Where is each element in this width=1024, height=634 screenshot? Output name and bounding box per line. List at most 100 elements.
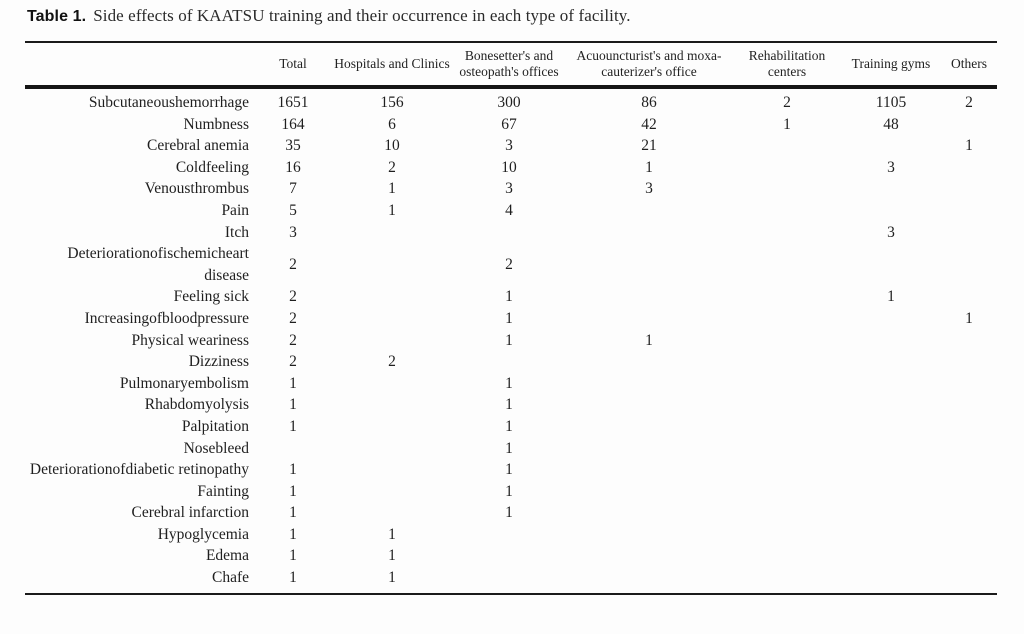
cell-value: 164	[281, 115, 305, 133]
cell-value	[733, 373, 841, 395]
cell-value	[565, 545, 733, 567]
cell-value	[941, 243, 997, 286]
row-label: Subcutaneoushemorrhage	[88, 94, 249, 111]
cell-value: 3	[887, 223, 895, 241]
cell-value: 7	[289, 180, 297, 198]
cell-value: 3	[505, 180, 513, 198]
cell-value	[733, 243, 841, 286]
table-row: Pain 5 1 4	[25, 200, 997, 222]
cell-value	[941, 481, 997, 503]
cell-value: 1651	[277, 94, 309, 111]
cell-value: 10	[501, 158, 517, 176]
row-label: Deteriorationofischemicheart disease	[67, 245, 249, 284]
cell-value: 1	[289, 396, 297, 414]
cell-value	[941, 286, 997, 308]
cell-value: 35	[285, 137, 301, 155]
cell-value: 1	[645, 158, 653, 176]
table-row: Physical weariness 2 1 1	[25, 330, 997, 352]
row-label: Rhabdomyolysis	[144, 396, 249, 414]
cell-value	[331, 502, 453, 524]
table-row: Fainting 1 1	[25, 481, 997, 503]
cell-value	[733, 502, 841, 524]
cell-value	[565, 481, 733, 503]
cell-value	[941, 222, 997, 244]
cell-value	[841, 567, 941, 594]
cell-value	[453, 567, 565, 594]
table-row: Cerebral anemia 35 10 3 21 1	[25, 135, 997, 157]
cell-value	[941, 394, 997, 416]
cell-value: 1	[505, 331, 513, 349]
cell-value	[941, 351, 997, 373]
cell-value	[733, 567, 841, 594]
cell-value: 1	[289, 525, 297, 543]
row-label: Hypoglycemia	[157, 525, 249, 543]
table-header: Total Hospitals and Clinics Bonesetter's a…	[25, 42, 997, 89]
cell-value: 6	[388, 115, 396, 133]
column-header: Others	[941, 42, 997, 89]
cell-value	[331, 222, 453, 244]
cell-value	[565, 308, 733, 330]
cell-value: 2	[783, 94, 791, 111]
table-row: Pulmonaryembolism 1 1	[25, 373, 997, 395]
cell-value: 1	[965, 309, 973, 327]
cell-value	[331, 416, 453, 438]
cell-value: 1	[289, 374, 297, 392]
cell-value	[841, 481, 941, 503]
cell-value	[733, 135, 841, 157]
table-row: Subcutaneoushemorrhage 1651 156 300 86 2 1105 2	[25, 87, 997, 114]
cell-value	[565, 567, 733, 594]
table-row: Deteriorationofdiabetic retinopathy 1 1	[25, 459, 997, 481]
cell-value	[733, 351, 841, 373]
table-row: Edema 1 1	[25, 545, 997, 567]
cell-value	[331, 394, 453, 416]
cell-value	[941, 567, 997, 594]
cell-value	[841, 416, 941, 438]
cell-value: 1	[965, 137, 973, 155]
cell-value: 1	[388, 525, 396, 543]
table-caption: Table 1. Side effects of KAATSU training …	[27, 6, 631, 26]
cell-value	[565, 351, 733, 373]
cell-value	[841, 502, 941, 524]
cell-value: 48	[883, 115, 899, 133]
row-label: Dizziness	[188, 353, 249, 371]
table-row: Hypoglycemia 1 1	[25, 524, 997, 546]
cell-value	[941, 178, 997, 200]
cell-value: 2	[289, 288, 297, 306]
cell-value: 2	[289, 309, 297, 327]
cell-value: 1	[887, 288, 895, 306]
cell-value	[733, 157, 841, 179]
cell-value: 300	[497, 94, 521, 111]
column-header: Bonesetter's and osteopath's offices	[453, 42, 565, 89]
cell-value	[941, 157, 997, 179]
table-header-row: Total Hospitals and Clinics Bonesetter's a…	[25, 42, 997, 89]
table-row: Chafe 1 1	[25, 567, 997, 594]
cell-value	[941, 545, 997, 567]
cell-value	[453, 222, 565, 244]
cell-value: 2	[388, 353, 396, 371]
row-label: Increasingofbloodpressure	[84, 309, 249, 327]
table-row: Palpitation 1 1	[25, 416, 997, 438]
cell-value	[331, 481, 453, 503]
cell-value: 1	[505, 309, 513, 327]
column-header: Training gyms	[841, 42, 941, 89]
cell-value: 1	[388, 547, 396, 565]
cell-value: 2	[505, 255, 513, 273]
cell-value	[453, 545, 565, 567]
cell-value: 1	[505, 417, 513, 435]
cell-value: 1	[289, 417, 297, 435]
cell-value	[565, 286, 733, 308]
cell-value: 67	[501, 115, 517, 133]
row-label: Physical weariness	[131, 331, 249, 349]
cell-value	[841, 394, 941, 416]
cell-value: 5	[289, 201, 297, 219]
table-row: Coldfeeling 16 2 10 1 3	[25, 157, 997, 179]
row-label: Feeling sick	[173, 288, 249, 306]
cell-value	[941, 416, 997, 438]
table-row: Numbness 164 6 67 42 1 48	[25, 114, 997, 136]
cell-value	[565, 200, 733, 222]
table-row: Feeling sick 2 1 1	[25, 286, 997, 308]
cell-value	[733, 178, 841, 200]
cell-value: 2	[289, 331, 297, 349]
cell-value: 16	[285, 158, 301, 176]
table-row: Dizziness 2 2	[25, 351, 997, 373]
